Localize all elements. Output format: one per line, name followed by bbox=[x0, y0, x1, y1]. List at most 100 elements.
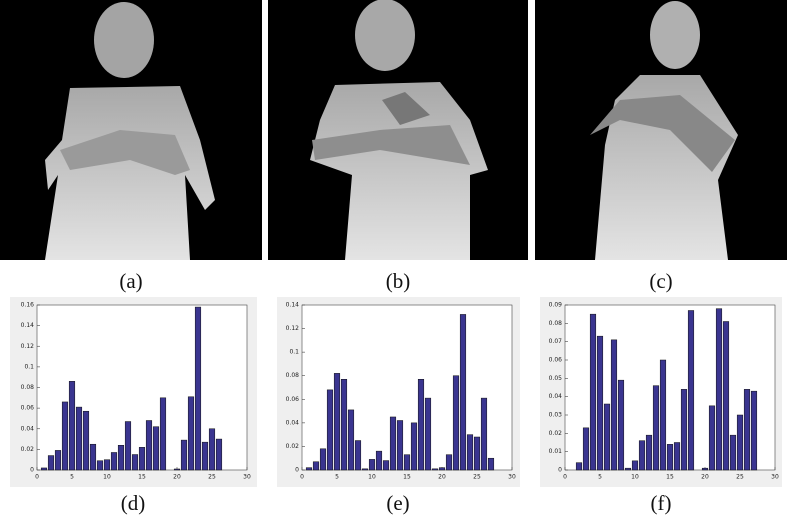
bar bbox=[76, 407, 82, 470]
bar bbox=[369, 459, 375, 470]
y-tick-label: 0.05 bbox=[549, 375, 563, 382]
bar bbox=[737, 415, 743, 470]
bar bbox=[618, 380, 624, 470]
bar bbox=[111, 452, 117, 470]
y-tick-label: 0.04 bbox=[286, 419, 300, 426]
bar bbox=[83, 411, 89, 470]
y-tick-label: 0.02 bbox=[286, 443, 300, 450]
caption: (b) bbox=[386, 269, 411, 293]
y-tick-label: 0 bbox=[30, 467, 34, 474]
bar bbox=[709, 406, 715, 470]
depth-image bbox=[0, 0, 262, 260]
y-tick-label: 0.06 bbox=[21, 405, 35, 412]
bar bbox=[48, 456, 54, 470]
bar bbox=[188, 397, 194, 470]
bar bbox=[674, 443, 680, 471]
bar bbox=[160, 398, 166, 470]
bar bbox=[744, 389, 750, 470]
bar bbox=[467, 435, 473, 470]
bar bbox=[667, 444, 673, 470]
bar bbox=[488, 458, 494, 470]
bar bbox=[730, 435, 736, 470]
x-tick-label: 0 bbox=[35, 474, 39, 481]
y-tick-label: 0.01 bbox=[549, 448, 563, 455]
bar bbox=[313, 462, 319, 470]
x-tick-label: 10 bbox=[631, 474, 639, 481]
bar bbox=[362, 469, 368, 470]
y-tick-label: 0.03 bbox=[549, 412, 563, 419]
bar bbox=[583, 428, 589, 470]
y-tick-label: 0.08 bbox=[549, 320, 563, 327]
bar bbox=[653, 386, 659, 470]
bar bbox=[576, 463, 582, 470]
bar bbox=[41, 468, 47, 470]
bar bbox=[69, 381, 75, 470]
x-tick-label: 10 bbox=[368, 474, 376, 481]
bar bbox=[439, 468, 445, 470]
y-tick-label: 0.14 bbox=[21, 322, 35, 329]
x-tick-label: 20 bbox=[173, 474, 181, 481]
x-tick-label: 20 bbox=[701, 474, 709, 481]
caption: (d) bbox=[121, 491, 146, 515]
bar bbox=[181, 440, 187, 470]
bar bbox=[751, 391, 757, 470]
bar bbox=[646, 435, 652, 470]
y-tick-label: 0.1 bbox=[289, 349, 299, 356]
bar bbox=[460, 314, 466, 470]
bar bbox=[411, 423, 417, 470]
bar bbox=[604, 404, 610, 470]
bar bbox=[125, 422, 131, 470]
x-tick-label: 25 bbox=[736, 474, 744, 481]
y-tick-label: 0.08 bbox=[286, 372, 300, 379]
x-tick-label: 0 bbox=[563, 474, 567, 481]
bar bbox=[334, 373, 340, 470]
bar bbox=[376, 451, 382, 470]
depth-image bbox=[535, 0, 787, 260]
bar bbox=[327, 390, 333, 470]
bar bbox=[306, 468, 312, 470]
x-tick-label: 0 bbox=[300, 474, 304, 481]
x-tick-label: 5 bbox=[598, 474, 602, 481]
bar bbox=[481, 398, 487, 470]
figure: (a)(b)(c)(d)(e)(f)00.020.040.060.080.10.… bbox=[0, 0, 787, 519]
bar bbox=[118, 445, 124, 470]
bar bbox=[425, 398, 431, 470]
bar bbox=[639, 441, 645, 470]
bar bbox=[90, 444, 96, 470]
y-tick-label: 0.14 bbox=[286, 302, 300, 309]
y-tick-label: 0.09 bbox=[549, 302, 563, 309]
bar bbox=[139, 447, 145, 470]
y-tick-label: 0 bbox=[558, 467, 562, 474]
y-tick-label: 0.16 bbox=[21, 302, 35, 309]
bar bbox=[383, 461, 389, 470]
y-tick-label: 0.04 bbox=[21, 425, 35, 432]
x-tick-label: 15 bbox=[403, 474, 411, 481]
plot-area bbox=[37, 305, 247, 470]
x-tick-label: 20 bbox=[438, 474, 446, 481]
bar bbox=[209, 429, 215, 470]
bar bbox=[660, 360, 666, 470]
y-tick-label: 0.1 bbox=[24, 363, 34, 370]
y-tick-label: 0.04 bbox=[549, 393, 563, 400]
x-tick-label: 15 bbox=[138, 474, 146, 481]
y-tick-label: 0.02 bbox=[21, 446, 35, 453]
bar bbox=[348, 410, 354, 470]
bar bbox=[62, 402, 68, 470]
bar bbox=[195, 307, 201, 470]
bar bbox=[104, 460, 110, 470]
y-tick-label: 0.06 bbox=[286, 396, 300, 403]
bar bbox=[404, 455, 410, 470]
y-tick-label: 0.12 bbox=[21, 343, 35, 350]
bar bbox=[625, 468, 631, 470]
bar bbox=[723, 322, 729, 471]
caption: (e) bbox=[386, 491, 409, 515]
x-tick-label: 30 bbox=[508, 474, 516, 481]
x-tick-label: 25 bbox=[473, 474, 481, 481]
bar bbox=[202, 442, 208, 470]
bar bbox=[355, 441, 361, 470]
x-tick-label: 5 bbox=[335, 474, 339, 481]
y-tick-label: 0.07 bbox=[549, 338, 563, 345]
bar bbox=[632, 461, 638, 470]
bar bbox=[432, 469, 438, 470]
bar bbox=[702, 468, 708, 470]
